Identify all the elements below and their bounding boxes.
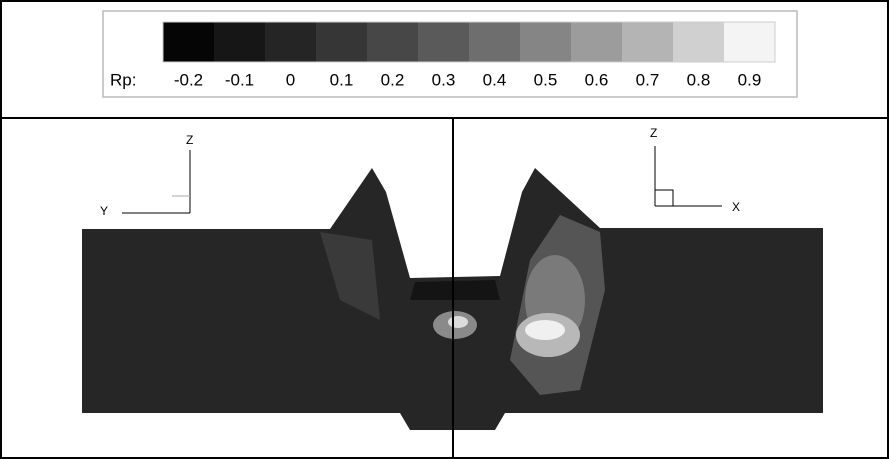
color-swatch [520, 22, 572, 62]
shade [525, 320, 565, 340]
color-swatch [265, 22, 317, 62]
level-label: -0.2 [174, 70, 203, 89]
level-label: 0.8 [687, 70, 711, 89]
level-label: 0.6 [585, 70, 609, 89]
color-swatch [163, 22, 215, 62]
figure: Rp: -0.2 -0.1 0 0.1 0.2 0.3 0.4 0.5 0.6 0.7 0.8 0.9… [0, 0, 889, 459]
axis-label: Z [186, 133, 193, 147]
shade [448, 316, 468, 328]
level-label: 0.4 [483, 70, 507, 89]
level-label: 0.5 [534, 70, 558, 89]
level-label: 0.7 [636, 70, 660, 89]
level-label: -0.1 [225, 70, 254, 89]
axis-label: X [732, 200, 740, 214]
legend-title: Rp: [110, 70, 136, 89]
color-swatch [724, 22, 776, 62]
color-swatch [367, 22, 419, 62]
level-label: 0.2 [381, 70, 405, 89]
color-swatch [214, 22, 266, 62]
level-label: 0.1 [330, 70, 354, 89]
level-label: 0.9 [738, 70, 762, 89]
color-swatch [469, 22, 521, 62]
level-label: 0.3 [432, 70, 456, 89]
color-swatch [571, 22, 623, 62]
color-swatch [673, 22, 725, 62]
color-swatch [418, 22, 470, 62]
color-swatch [316, 22, 368, 62]
axis-label: Z [650, 126, 657, 140]
axis-label: Y [100, 204, 108, 218]
shade [410, 280, 500, 300]
color-swatch [622, 22, 674, 62]
level-label: 0 [286, 70, 295, 89]
